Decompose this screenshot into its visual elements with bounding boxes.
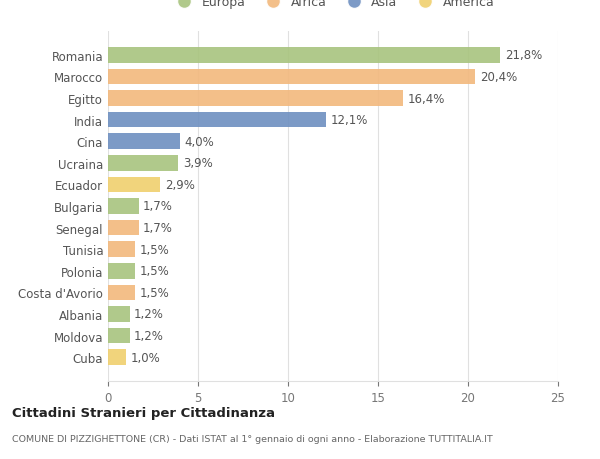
Text: Cittadini Stranieri per Cittadinanza: Cittadini Stranieri per Cittadinanza [12,406,275,419]
Text: 4,0%: 4,0% [185,135,214,148]
Text: 1,2%: 1,2% [134,308,164,321]
Bar [108,156,178,171]
Bar [108,69,475,85]
Text: 1,7%: 1,7% [143,222,173,235]
Text: 20,4%: 20,4% [480,71,517,84]
Bar [108,242,135,257]
Legend: Europa, Africa, Asia, America: Europa, Africa, Asia, America [172,0,494,10]
Text: 1,5%: 1,5% [139,243,169,256]
Bar [108,199,139,214]
Text: 1,2%: 1,2% [134,329,164,342]
Text: 2,9%: 2,9% [164,179,194,191]
Text: COMUNE DI PIZZIGHETTONE (CR) - Dati ISTAT al 1° gennaio di ogni anno - Elaborazi: COMUNE DI PIZZIGHETTONE (CR) - Dati ISTA… [12,434,493,443]
Bar [108,220,139,236]
Bar [108,328,130,344]
Text: 21,8%: 21,8% [505,49,542,62]
Bar [108,112,326,128]
Text: 1,0%: 1,0% [131,351,160,364]
Text: 1,5%: 1,5% [139,286,169,299]
Bar [108,177,160,193]
Text: 3,9%: 3,9% [182,157,212,170]
Bar [108,307,130,322]
Text: 1,5%: 1,5% [139,265,169,278]
Bar [108,263,135,279]
Bar [108,134,180,150]
Bar [108,91,403,106]
Bar [108,48,500,63]
Text: 16,4%: 16,4% [408,92,445,105]
Text: 1,7%: 1,7% [143,200,173,213]
Bar [108,350,126,365]
Bar [108,285,135,301]
Text: 12,1%: 12,1% [330,114,368,127]
